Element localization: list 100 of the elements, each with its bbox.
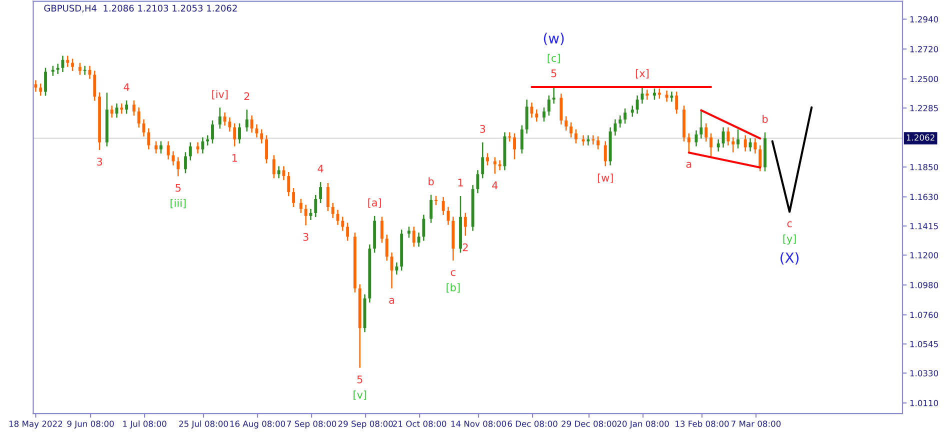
annotation: c	[450, 270, 456, 276]
annotation: 1	[458, 178, 463, 186]
annotation: [a]	[368, 198, 381, 208]
candlestick	[93, 70, 96, 102]
candlestick	[530, 102, 534, 118]
x-tick-label: 7 Mar 08:00	[732, 420, 781, 427]
x-tick-label: 29 Dec 08:00	[562, 420, 616, 427]
candlestick	[287, 171, 290, 197]
candlestick	[39, 82, 42, 96]
y-tick-label: 1.2720	[910, 46, 938, 52]
candlestick	[159, 140, 162, 154]
candlestick	[299, 198, 302, 214]
annotation: (w)	[544, 32, 564, 46]
candlestick	[586, 134, 590, 146]
candlestick	[542, 106, 546, 122]
candlestick	[125, 100, 128, 114]
candlestick	[71, 58, 74, 72]
y-tick-label: 1.0760	[910, 312, 938, 318]
candlestick	[66, 55, 70, 68]
candlestick	[184, 152, 187, 174]
candlestick	[535, 108, 538, 122]
annotation: 4	[492, 182, 498, 190]
x-tick-label: 21 Oct 08:00	[393, 420, 446, 427]
candlestick	[228, 116, 232, 132]
candlestick	[716, 138, 720, 152]
chart-title: GBPUSD,H4 1.2086 1.2103 1.2053 1.2062	[44, 4, 237, 13]
y-tick-label: 1.0110	[910, 400, 938, 406]
candlestick	[430, 194, 433, 224]
y-tick-label: 1.2500	[910, 76, 938, 82]
candlestick	[272, 154, 276, 179]
candlestick	[564, 116, 568, 132]
annotation: 4	[124, 83, 130, 91]
candlestick	[704, 122, 708, 142]
ref-line-label: 1.2062	[906, 134, 934, 141]
candlestick	[640, 86, 644, 104]
candlestick	[614, 118, 617, 136]
annotation: [iv]	[212, 90, 228, 100]
y-tick-label: 1.1415	[910, 223, 938, 230]
y-tick-label: 1.0980	[910, 282, 938, 288]
candlestick	[110, 104, 114, 118]
annotation: 2	[244, 92, 250, 100]
annotation: b	[428, 177, 434, 186]
annotation: [v]	[354, 390, 366, 400]
candlestick	[233, 122, 236, 148]
annotation: 4	[318, 164, 324, 172]
candlestick	[422, 214, 426, 242]
y-tick-label: 1.1850	[910, 164, 938, 170]
candlestick	[44, 67, 47, 96]
candlestick	[407, 226, 410, 238]
candlestick	[412, 226, 416, 248]
candlestick	[154, 140, 158, 154]
candlestick	[137, 106, 140, 128]
candlestick	[486, 152, 489, 166]
candlestick	[596, 136, 600, 150]
candlestick	[238, 122, 241, 144]
annotation: [y]	[783, 234, 796, 245]
annotation: a	[389, 298, 394, 304]
x-tick-label: 13 Feb 08:00	[676, 420, 729, 427]
annotation: 3	[480, 124, 486, 133]
candlestick	[132, 100, 136, 116]
candlestick	[570, 122, 572, 138]
candlestick	[260, 128, 264, 144]
annotation: [x]	[636, 69, 648, 78]
candlestick	[630, 104, 634, 118]
candlestick	[265, 134, 268, 164]
candlestick	[726, 126, 730, 146]
candlestick	[380, 216, 384, 244]
x-tick-label: 7 Sep 08:00	[287, 420, 336, 429]
candlestick	[277, 166, 280, 179]
candlestick	[434, 195, 438, 206]
annotation: 3	[97, 158, 102, 166]
annotation: [w]	[598, 174, 613, 183]
candlestick	[754, 138, 757, 154]
candlestick	[304, 204, 308, 226]
candlestick	[223, 112, 226, 126]
candlestick	[83, 65, 86, 76]
annotation: 1	[232, 154, 237, 162]
candlestick	[732, 136, 735, 153]
annotation: [c]	[548, 54, 560, 64]
candlestick	[206, 134, 210, 146]
candlestick	[346, 222, 350, 242]
candlestick	[658, 88, 661, 100]
annotation: 2	[462, 243, 468, 252]
candlestick	[624, 108, 626, 124]
candlestick	[201, 136, 204, 154]
candlestick	[250, 114, 254, 134]
y-tick-label: 1.0545	[910, 340, 938, 348]
y-tick-label: 1.0330	[910, 370, 938, 376]
candlestick	[172, 150, 175, 166]
annotation: (X)	[780, 252, 799, 265]
candlestick	[211, 120, 214, 144]
x-tick-label: 25 Jul 08:00	[179, 420, 228, 428]
candlestick	[758, 144, 762, 172]
annotation: b	[762, 114, 768, 123]
candlestick	[166, 140, 170, 160]
candlestick	[309, 208, 312, 221]
annotation: [b]	[446, 283, 460, 293]
candlestick	[61, 55, 64, 73]
candlestick	[670, 90, 674, 102]
annotation: 5	[551, 70, 556, 78]
